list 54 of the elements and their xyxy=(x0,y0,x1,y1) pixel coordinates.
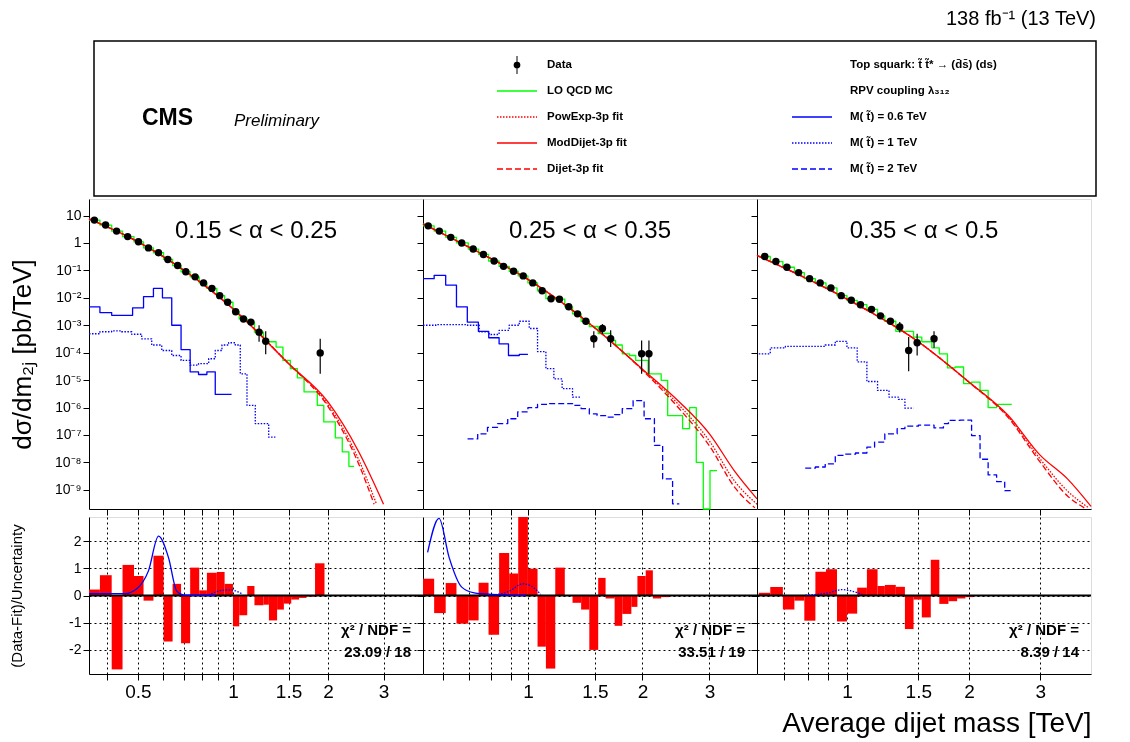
annotation: χ² / NDF = xyxy=(675,621,746,638)
y-tick-label: -1 xyxy=(69,614,82,631)
y-tick-label: 10⁻⁷ xyxy=(55,426,82,443)
x-tick-label: 1.5 xyxy=(905,680,933,702)
y-tick-label: 10⁻⁶ xyxy=(55,399,82,416)
x-axis-title: Average dijet mass [TeV] xyxy=(782,706,1092,738)
y-tick-label: 2 xyxy=(73,532,82,549)
x-tick-label: 2 xyxy=(964,680,975,702)
x-tick-label: 1 xyxy=(228,680,239,702)
y-tick-label: 1 xyxy=(73,559,82,576)
x-tick-label: 2 xyxy=(637,680,649,702)
y-tick-label: 1 xyxy=(73,234,82,251)
y-tick-label: 10 xyxy=(65,207,82,224)
y-tick-label: 10⁻³ xyxy=(56,316,82,333)
text: 0.25 < α < 0.35 xyxy=(509,216,671,243)
annotation: 33.51 / 19 xyxy=(678,643,745,660)
y-tick-label: 0 xyxy=(73,587,82,603)
x-tick-label: 3 xyxy=(1035,680,1047,702)
annotation: 23.09 / 18 xyxy=(344,643,411,660)
x-tick-label: 1.5 xyxy=(275,680,303,702)
y-tick-label: 10⁻² xyxy=(56,289,82,306)
annotation: 8.39 / 14 xyxy=(1020,643,1080,660)
x-tick-label: 0.5 xyxy=(125,680,152,702)
text: 0.15 < α < 0.25 xyxy=(175,216,337,243)
annotation: χ² / NDF = xyxy=(1009,621,1080,638)
text: CMS xyxy=(142,104,194,130)
legend-label: ModDijet-3p fit xyxy=(547,136,628,148)
text: Top squark: t̃ t̃* → (d̄s̄) (ds) xyxy=(850,58,997,70)
x-tick-label: 3 xyxy=(704,680,716,702)
y-axis-title: (Data-Fit)/Uncertainty xyxy=(7,523,25,668)
y-tick-label: 10⁻¹ xyxy=(56,261,82,278)
legend-label: M( t̃) = 0.6 TeV xyxy=(850,110,928,122)
x-tick-label: 1.5 xyxy=(582,680,609,702)
y-tick-label: 10⁻⁵ xyxy=(55,371,82,388)
legend-label: Dijet-3p fit xyxy=(547,162,604,174)
legend-label: M( t̃) = 1 TeV xyxy=(850,136,918,148)
x-tick-label: 1 xyxy=(523,680,534,702)
legend-label: Data xyxy=(547,58,573,70)
y-tick-label: 10⁻⁸ xyxy=(55,453,82,470)
text: 0.35 < α < 0.5 xyxy=(849,216,999,243)
y-tick-label: -2 xyxy=(69,641,82,658)
text: 138 fb⁻¹ (13 TeV) xyxy=(945,7,1096,29)
y-axis-title: dσ/dm₂ⱼ [pb/TeV] xyxy=(6,259,38,450)
y-tick-label: 10⁻⁹ xyxy=(54,481,82,498)
text: M( t̃) = 2 TeV xyxy=(850,162,918,174)
x-tick-label: 1 xyxy=(842,680,853,702)
y-tick-label: 10⁻⁴ xyxy=(54,344,82,361)
text: Preliminary xyxy=(234,111,321,130)
x-tick-label: 2 xyxy=(323,680,334,702)
annotation: χ² / NDF = xyxy=(341,621,412,638)
x-tick-label: 3 xyxy=(378,680,390,702)
text: RPV coupling λ₃₁₂ xyxy=(850,84,950,96)
legend-label: LO QCD MC xyxy=(547,84,613,96)
legend-label: PowExp-3p fit xyxy=(547,110,624,122)
